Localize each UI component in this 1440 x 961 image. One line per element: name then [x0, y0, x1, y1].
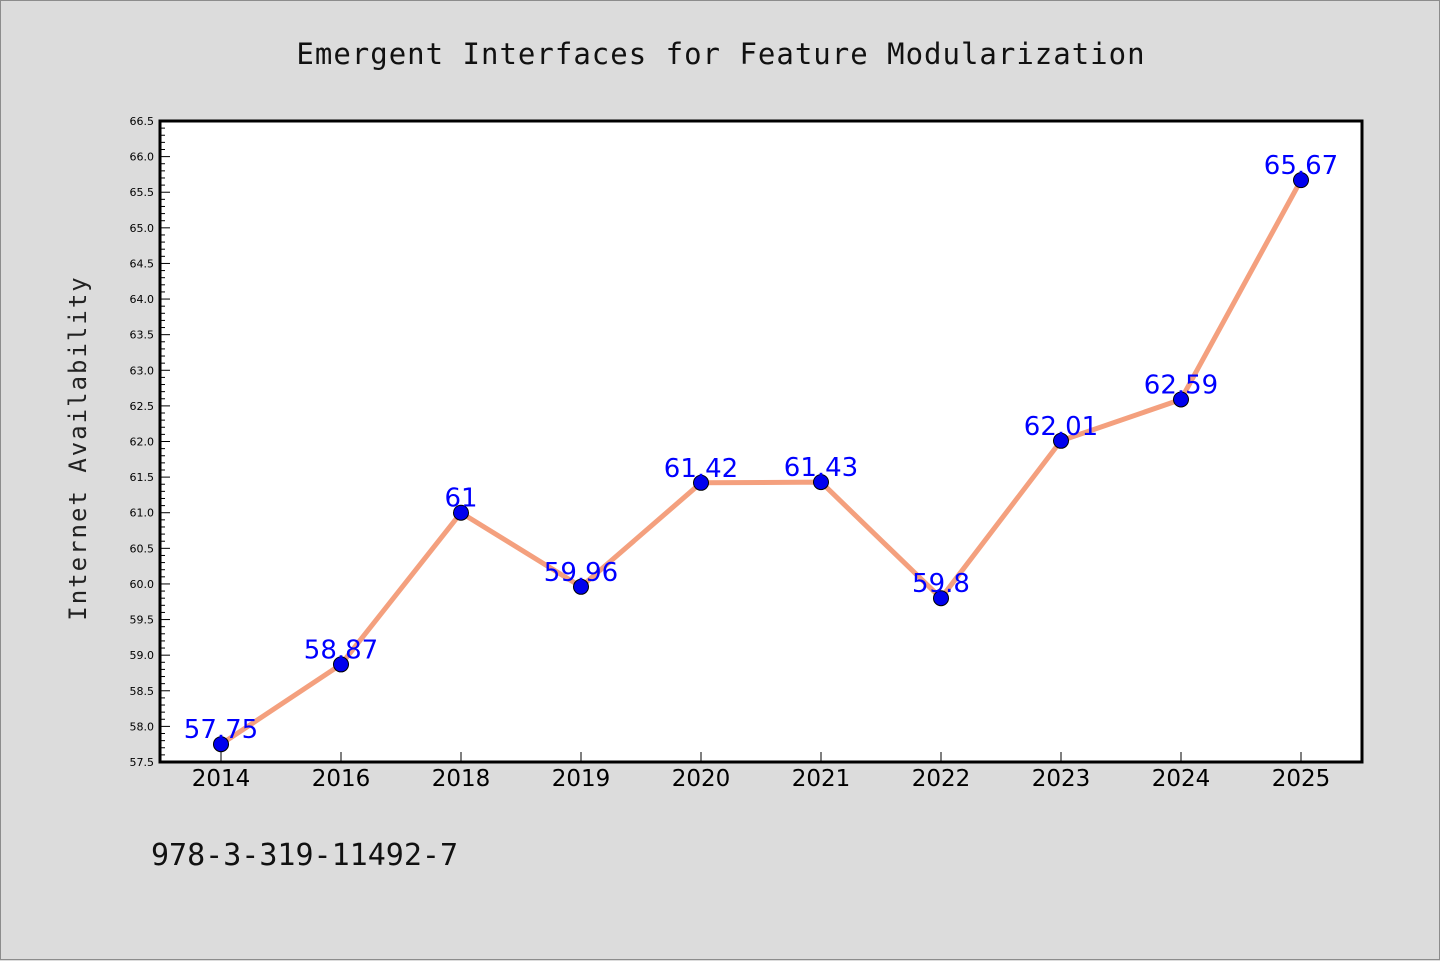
data-label: 59.8	[912, 569, 970, 599]
series-line	[218, 177, 1304, 747]
x-tick-label: 2023	[1032, 766, 1091, 792]
data-label: 61.43	[784, 453, 858, 483]
y-tick-label: 57.5	[130, 756, 155, 769]
chart-title: Emergent Interfaces for Feature Modulari…	[296, 37, 1145, 71]
x-tick-label: 2014	[192, 766, 251, 792]
data-point	[1053, 432, 1069, 449]
y-axis: 57.5 58.0 58.5 59.0 59.5 60.0 60.5 61.0 61.5 62.0…	[130, 115, 170, 769]
data-point	[333, 656, 349, 673]
y-tick-label: 58.5	[130, 685, 155, 698]
data-label: 57.75	[184, 715, 258, 745]
footer-id-text: 978-3-319-11492-7	[151, 838, 458, 873]
y-tick-label: 64.0	[130, 293, 155, 306]
y-tick-label: 61.0	[130, 507, 155, 520]
data-label: 61.42	[664, 454, 738, 484]
x-tick-label: 2021	[792, 766, 851, 792]
data-label: 62.59	[1144, 370, 1218, 400]
y-tick-label: 65.5	[130, 186, 155, 199]
y-tick-label: 64.5	[130, 257, 155, 270]
data-label: 65.67	[1264, 151, 1338, 181]
x-tick-label: 2022	[912, 766, 971, 792]
data-point	[693, 474, 709, 491]
y-tick-label: 62.0	[130, 436, 155, 449]
y-tick-label: 58.0	[130, 720, 155, 733]
series-markers	[213, 172, 1309, 753]
data-labels: 57.75 58.87 61 59.96 61.42 61.43 59.8 62.01 62.5…	[184, 151, 1338, 745]
y-tick-label: 62.5	[130, 400, 155, 413]
y-tick-label: 60.0	[130, 578, 155, 591]
y-tick-label: 59.5	[130, 614, 155, 627]
data-point	[933, 590, 949, 607]
data-point	[453, 504, 469, 521]
plot-area	[158, 119, 1364, 764]
data-point	[213, 736, 229, 753]
x-tick-label: 2025	[1272, 766, 1331, 792]
x-axis: 2014 2016 2018 2019 2020 2021 2022 2023 2024 2025	[192, 752, 1331, 792]
x-tick-label: 2018	[432, 766, 491, 792]
y-tick-label: 59.0	[130, 649, 155, 662]
y-tick-label: 66.0	[130, 151, 155, 164]
data-point	[1293, 172, 1309, 189]
y-tick-label: 61.5	[130, 471, 155, 484]
y-tick-label: 65.0	[130, 222, 155, 235]
x-tick-label: 2020	[672, 766, 731, 792]
x-tick-label: 2019	[552, 766, 611, 792]
data-label: 58.87	[304, 635, 378, 665]
data-point	[573, 578, 589, 595]
y-tick-label: 63.0	[130, 364, 155, 377]
data-point	[1173, 391, 1189, 408]
y-axis-label: Internet Availability	[64, 275, 92, 620]
y-tick-label: 60.5	[130, 542, 155, 555]
data-label: 62.01	[1024, 412, 1098, 442]
y-tick-label: 63.5	[130, 329, 155, 342]
x-tick-label: 2016	[312, 766, 371, 792]
data-label: 61	[444, 484, 477, 514]
x-tick-label: 2024	[1152, 766, 1211, 792]
series-line-group	[218, 177, 1304, 747]
data-point	[813, 474, 829, 491]
data-label: 59.96	[544, 558, 618, 588]
y-tick-label: 66.5	[130, 115, 155, 128]
